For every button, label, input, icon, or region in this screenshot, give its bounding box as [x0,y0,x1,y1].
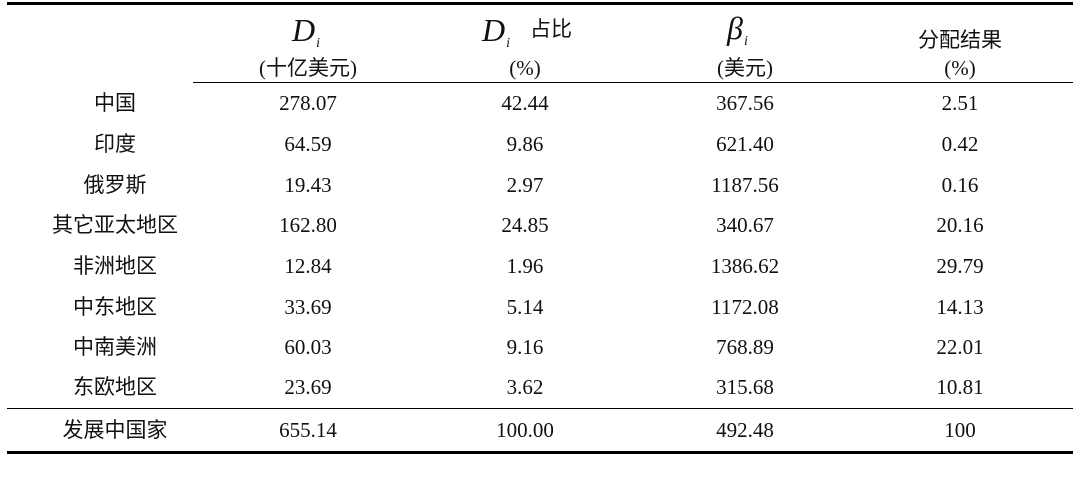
share-cell: 2.97 [506,173,544,197]
share-cell: 9.16 [506,335,544,359]
total-beta-cell: 492.48 [716,418,774,442]
table-row: 中南美洲 60.03 9.16 768.89 22.01 [0,327,1080,367]
share-cell: 42.44 [501,91,549,115]
bottom-rule [7,451,1073,454]
total-share-cell: 100.00 [496,418,554,442]
header-d-symbol: Di [292,12,320,51]
share-cell: 9.86 [506,132,544,156]
d-cell: 162.80 [279,213,337,237]
share-cell: 1.96 [506,254,544,278]
table-row: 印度 64.59 9.86 621.40 0.42 [0,124,1080,164]
d-cell: 12.84 [284,254,332,278]
region-cell: 俄罗斯 [83,173,147,197]
header-share-symbol: Di [482,12,510,51]
header-share-label: 占比 [530,17,572,41]
table-row: 中国 278.07 42.44 367.56 2.51 [0,83,1080,123]
share-cell: 24.85 [501,213,549,237]
beta-cell: 1172.08 [711,295,779,319]
d-cell: 64.59 [284,132,332,156]
alloc-cell: 10.81 [936,375,984,399]
alloc-cell: 22.01 [936,335,984,359]
total-d-cell: 655.14 [279,418,337,442]
total-row: 发展中国家 655.14 100.00 492.48 100 [0,410,1080,450]
header-alloc-unit: (%) [944,56,976,80]
region-cell: 中东地区 [73,295,157,319]
total-rule [7,408,1073,409]
header-beta-symbol: βi [727,10,748,49]
region-cell: 印度 [94,132,136,156]
d-cell: 19.43 [284,173,332,197]
beta-cell: 367.56 [716,91,774,115]
total-region-cell: 发展中国家 [62,418,168,442]
table-row: 俄罗斯 19.43 2.97 1187.56 0.16 [0,165,1080,205]
beta-cell: 621.40 [716,132,774,156]
header-alloc-label: 分配结果 [918,28,1002,52]
beta-cell: 340.67 [716,213,774,237]
table-row: 非洲地区 12.84 1.96 1386.62 29.79 [0,246,1080,286]
table-row: 中东地区 33.69 5.14 1172.08 14.13 [0,287,1080,327]
alloc-cell: 0.16 [941,173,979,197]
d-cell: 278.07 [279,91,337,115]
region-cell: 东欧地区 [73,375,157,399]
header-d-unit: (十亿美元) [259,56,357,80]
region-cell: 中国 [94,91,136,115]
region-cell: 中南美洲 [73,335,157,359]
total-alloc-cell: 100 [944,418,976,442]
d-cell: 23.69 [284,375,332,399]
beta-cell: 768.89 [716,335,774,359]
share-cell: 3.62 [506,375,544,399]
table-row: 东欧地区 23.69 3.62 315.68 10.81 [0,367,1080,407]
region-cell: 其它亚太地区 [52,213,178,237]
header-rule [193,82,1073,83]
share-cell: 5.14 [506,295,544,319]
beta-cell: 315.68 [716,375,774,399]
beta-cell: 1187.56 [711,173,779,197]
top-rule [7,2,1073,5]
d-cell: 60.03 [284,335,332,359]
alloc-cell: 29.79 [936,254,984,278]
alloc-cell: 2.51 [941,91,979,115]
d-cell: 33.69 [284,295,332,319]
table-row: 其它亚太地区 162.80 24.85 340.67 20.16 [0,205,1080,245]
beta-cell: 1386.62 [710,254,780,278]
alloc-cell: 14.13 [936,295,984,319]
alloc-cell: 20.16 [936,213,984,237]
header-share-unit: (%) [509,56,541,80]
alloc-cell: 0.42 [941,132,979,156]
header-beta-unit: (美元) [717,56,773,80]
region-cell: 非洲地区 [73,254,157,278]
